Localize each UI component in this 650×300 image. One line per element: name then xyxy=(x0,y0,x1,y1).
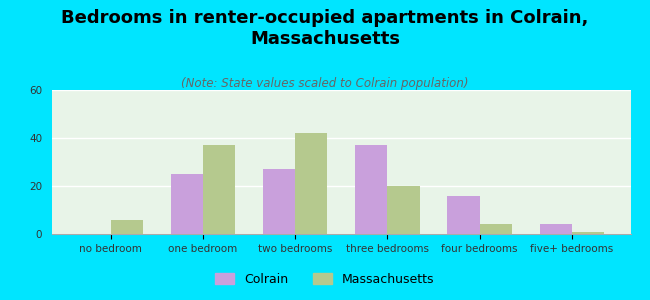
Bar xyxy=(263,169,295,234)
Bar xyxy=(170,174,203,234)
Bar xyxy=(295,133,328,234)
Bar xyxy=(572,232,604,234)
Text: (Note: State values scaled to Colrain population): (Note: State values scaled to Colrain po… xyxy=(181,76,469,89)
Legend: Colrain, Massachusetts: Colrain, Massachusetts xyxy=(211,268,439,291)
Bar xyxy=(447,196,480,234)
Bar xyxy=(203,145,235,234)
Bar xyxy=(540,224,572,234)
Bar xyxy=(480,224,512,234)
Bar xyxy=(111,220,143,234)
Bar xyxy=(387,186,420,234)
Bar xyxy=(355,145,387,234)
Text: Bedrooms in renter-occupied apartments in Colrain,
Massachusetts: Bedrooms in renter-occupied apartments i… xyxy=(61,9,589,48)
